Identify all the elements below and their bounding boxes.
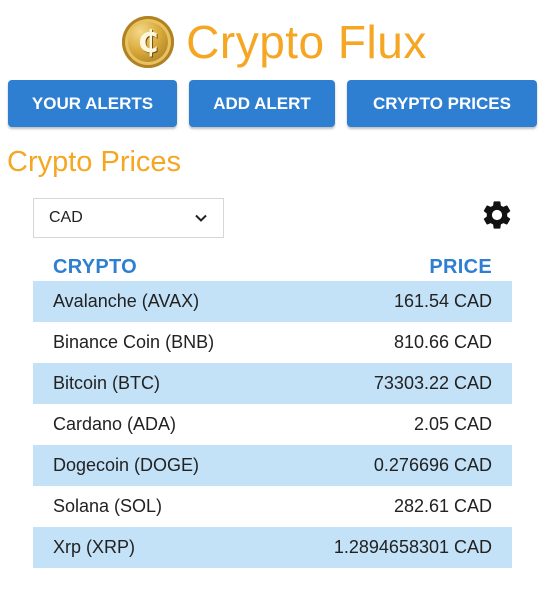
crypto-name: Bitcoin (BTC): [53, 373, 160, 394]
table-header: CRYPTO PRICE: [33, 253, 512, 281]
crypto-name: Solana (SOL): [53, 496, 162, 517]
your-alerts-button[interactable]: YOUR ALERTS: [8, 80, 177, 127]
crypto-price: 2.05 CAD: [414, 414, 492, 435]
crypto-price: 161.54 CAD: [394, 291, 492, 312]
crypto-price: 282.61 CAD: [394, 496, 492, 517]
logo-glyph: ₵: [122, 16, 174, 68]
app-header: ₵ Crypto Flux: [0, 10, 549, 74]
crypto-name: Cardano (ADA): [53, 414, 176, 435]
crypto-price: 0.276696 CAD: [374, 455, 492, 476]
table-row: Dogecoin (DOGE) 0.276696 CAD: [33, 445, 512, 486]
crypto-price: 1.2894658301 CAD: [334, 537, 492, 558]
table-row: Solana (SOL) 282.61 CAD: [33, 486, 512, 527]
prices-table: CRYPTO PRICE Avalanche (AVAX) 161.54 CAD…: [33, 253, 512, 568]
crypto-name: Avalanche (AVAX): [53, 291, 199, 312]
main-nav: YOUR ALERTS ADD ALERT CRYPTO PRICES: [8, 80, 537, 127]
chevron-down-icon: [194, 211, 208, 225]
currency-select-value: CAD: [49, 209, 83, 227]
currency-select[interactable]: CAD: [33, 198, 224, 238]
crypto-name: Dogecoin (DOGE): [53, 455, 199, 476]
table-row: Binance Coin (BNB) 810.66 CAD: [33, 322, 512, 363]
bitcoin-coin-icon: ₵: [122, 16, 174, 68]
table-body: Avalanche (AVAX) 161.54 CAD Binance Coin…: [33, 281, 512, 568]
crypto-name: Binance Coin (BNB): [53, 332, 214, 353]
table-row: Bitcoin (BTC) 73303.22 CAD: [33, 363, 512, 404]
gear-icon[interactable]: [480, 198, 514, 232]
table-row: Xrp (XRP) 1.2894658301 CAD: [33, 527, 512, 568]
table-row: Avalanche (AVAX) 161.54 CAD: [33, 281, 512, 322]
crypto-prices-button[interactable]: CRYPTO PRICES: [347, 80, 537, 127]
price-column-header: PRICE: [429, 256, 492, 279]
crypto-column-header: CRYPTO: [53, 256, 137, 279]
crypto-price: 810.66 CAD: [394, 332, 492, 353]
crypto-price: 73303.22 CAD: [374, 373, 492, 394]
crypto-name: Xrp (XRP): [53, 537, 135, 558]
add-alert-button[interactable]: ADD ALERT: [189, 80, 335, 127]
table-row: Cardano (ADA) 2.05 CAD: [33, 404, 512, 445]
app-title: Crypto Flux: [186, 15, 427, 69]
section-title: Crypto Prices: [7, 146, 181, 179]
